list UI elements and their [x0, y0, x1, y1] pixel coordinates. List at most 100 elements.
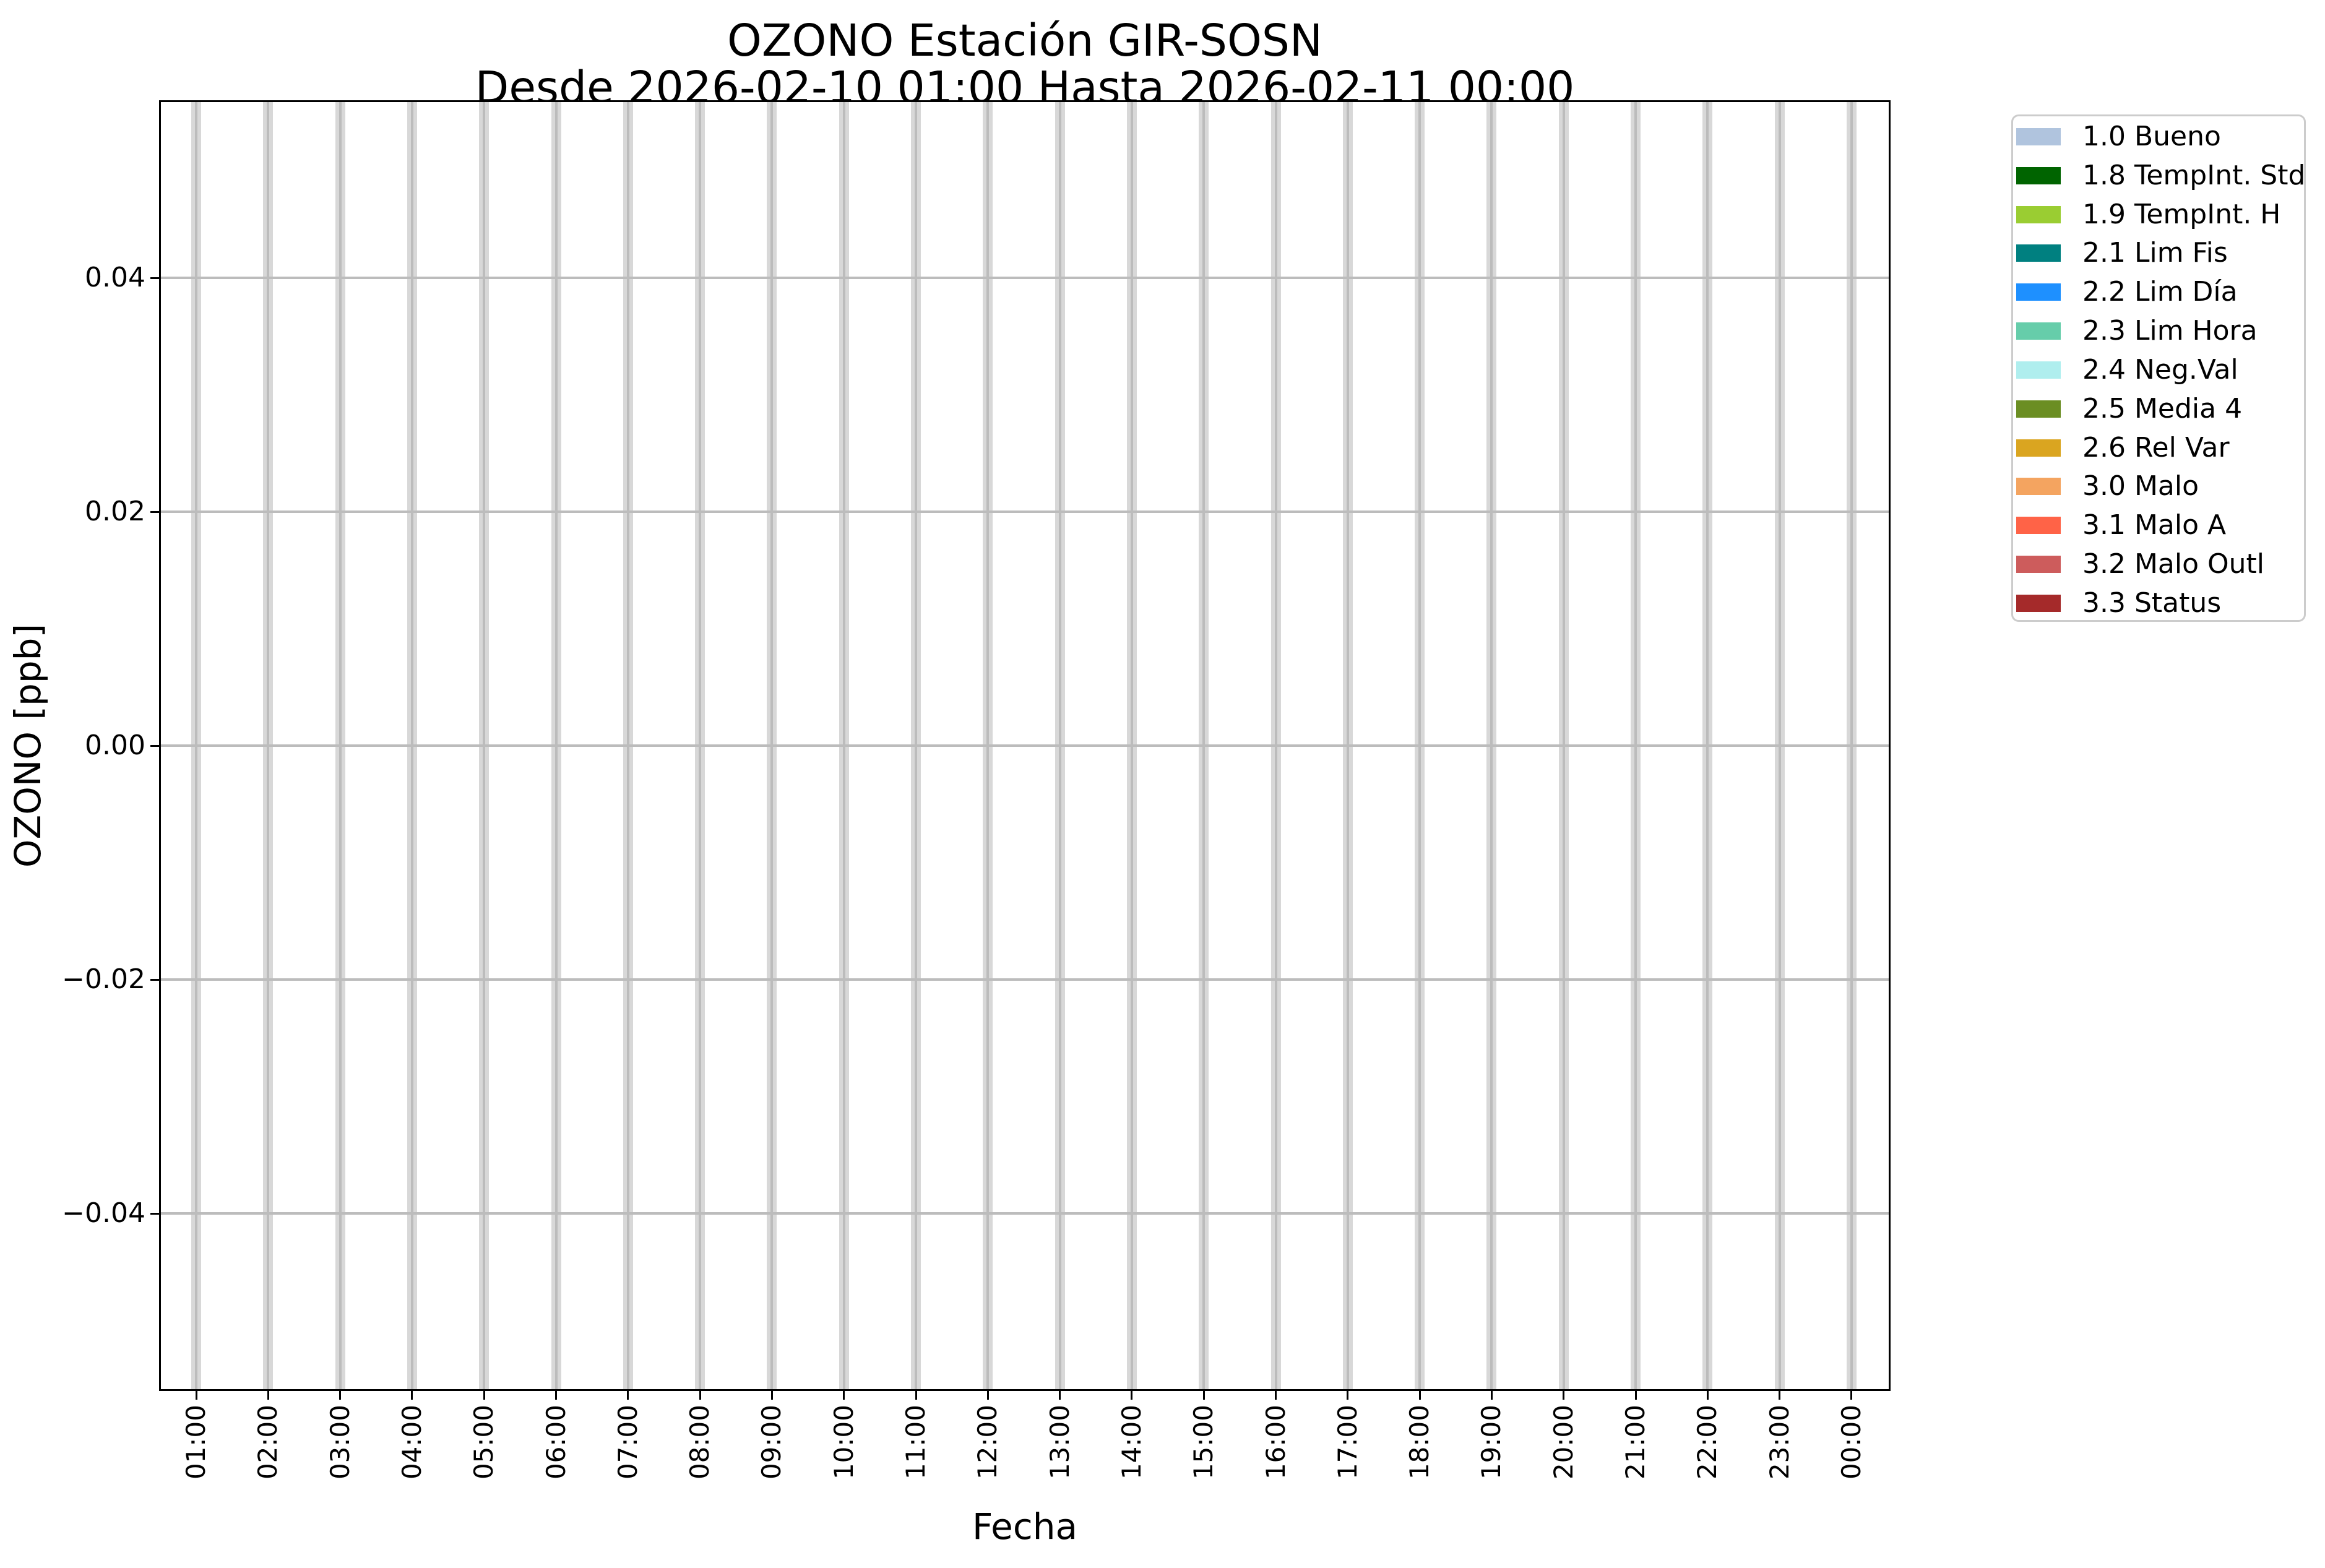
legend-label: 2.1 Lim Fis [2082, 237, 2228, 269]
y-tick-label: 0.02 [85, 496, 145, 527]
x-tick-label: 08:00 [684, 1405, 715, 1480]
x-tick-label: 10:00 [828, 1405, 859, 1480]
x-tick-mark [1059, 1391, 1061, 1400]
legend-swatch [2016, 283, 2061, 301]
x-tick-mark [1490, 1391, 1493, 1400]
x-tick-label: 07:00 [612, 1405, 643, 1480]
legend-item: 3.0 Malo [2013, 472, 2304, 501]
x-tick-mark [1850, 1391, 1853, 1400]
x-tick-mark [1202, 1391, 1205, 1400]
x-tick-label: 11:00 [900, 1405, 931, 1480]
x-tick-label: 12:00 [972, 1405, 1003, 1480]
y-tick-mark [150, 1212, 159, 1215]
chart-title: OZONO Estación GIR-SOSN [727, 15, 1323, 66]
legend-swatch [2016, 322, 2061, 340]
legend-label: 2.4 Neg.Val [2082, 353, 2238, 386]
y-tick-label: 0.04 [85, 262, 145, 293]
x-tick-mark [627, 1391, 629, 1400]
legend-swatch [2016, 517, 2061, 535]
x-tick-label: 22:00 [1692, 1405, 1723, 1480]
y-tick-mark [150, 277, 159, 279]
legend-swatch [2016, 166, 2061, 184]
x-tick-mark [1347, 1391, 1349, 1400]
y-gridline [161, 744, 1889, 747]
plot-grid-layer [161, 102, 1889, 1389]
x-tick-label: 06:00 [540, 1405, 571, 1480]
y-tick-mark [150, 510, 159, 513]
y-gridline [161, 1212, 1889, 1215]
legend-item: 3.3 Status [2013, 588, 2304, 617]
x-tick-mark [555, 1391, 557, 1400]
x-tick-mark [986, 1391, 989, 1400]
x-tick-mark [1131, 1391, 1133, 1400]
x-tick-label: 23:00 [1764, 1405, 1795, 1480]
legend-label: 3.3 Status [2082, 587, 2222, 619]
legend-swatch [2016, 556, 2061, 574]
x-tick-label: 20:00 [1548, 1405, 1579, 1480]
x-axis-label: Fecha [972, 1506, 1078, 1548]
legend-item: 3.1 Malo A [2013, 511, 2304, 540]
x-tick-mark [195, 1391, 197, 1400]
y-gridline [161, 277, 1889, 279]
x-tick-mark [339, 1391, 342, 1400]
legend-item: 1.8 TempInt. Std [2013, 161, 2305, 189]
legend-label: 2.3 Lim Hora [2082, 315, 2258, 347]
legend-item: 2.1 Lim Fis [2013, 239, 2304, 267]
legend-swatch [2016, 594, 2061, 612]
legend-item: 1.0 Bueno [2013, 123, 2304, 151]
x-tick-mark [411, 1391, 413, 1400]
legend-label: 2.5 Media 4 [2082, 392, 2243, 424]
y-tick-label: −0.02 [62, 963, 145, 995]
x-tick-label: 03:00 [324, 1405, 355, 1480]
x-tick-label: 09:00 [756, 1405, 787, 1480]
legend-label: 3.2 Malo Outl [2082, 548, 2265, 580]
x-tick-label: 16:00 [1260, 1405, 1291, 1480]
legend-item: 2.2 Lim Día [2013, 278, 2304, 306]
legend-item: 2.3 Lim Hora [2013, 317, 2304, 345]
x-tick-label: 00:00 [1835, 1405, 1866, 1480]
x-tick-mark [1418, 1391, 1421, 1400]
legend-item: 2.6 Rel Var [2013, 433, 2304, 462]
x-tick-label: 15:00 [1188, 1405, 1219, 1480]
y-gridline [161, 510, 1889, 513]
x-tick-mark [1275, 1391, 1277, 1400]
legend-label: 1.9 TempInt. H [2082, 198, 2281, 230]
y-tick-mark [150, 744, 159, 747]
y-tick-label: −0.04 [62, 1197, 145, 1229]
x-tick-label: 05:00 [468, 1405, 499, 1480]
x-tick-mark [483, 1391, 485, 1400]
legend-swatch [2016, 205, 2061, 223]
x-tick-label: 19:00 [1476, 1405, 1507, 1480]
x-tick-label: 04:00 [396, 1405, 427, 1480]
legend-box: 1.0 Bueno 1.8 TempInt. Std 1.9 TempInt. H 2… [2011, 114, 2306, 622]
x-tick-mark [699, 1391, 701, 1400]
legend-swatch [2016, 478, 2061, 496]
legend-item: 2.5 Media 4 [2013, 394, 2304, 423]
y-gridline [161, 978, 1889, 981]
x-tick-label: 17:00 [1332, 1405, 1363, 1480]
y-tick-label: 0.00 [85, 730, 145, 761]
x-tick-mark [1779, 1391, 1781, 1400]
legend-label: 3.0 Malo [2082, 470, 2199, 502]
x-tick-label: 01:00 [181, 1405, 211, 1480]
legend-swatch [2016, 244, 2061, 262]
legend-label: 2.2 Lim Día [2082, 276, 2238, 308]
x-tick-mark [1706, 1391, 1709, 1400]
legend-swatch [2016, 361, 2061, 379]
legend-item: 3.2 Malo Outl [2013, 550, 2304, 579]
legend-swatch [2016, 400, 2061, 418]
x-tick-mark [843, 1391, 845, 1400]
x-tick-label: 13:00 [1044, 1405, 1075, 1480]
x-tick-mark [770, 1391, 773, 1400]
legend-label: 1.0 Bueno [2082, 121, 2221, 152]
x-tick-mark [267, 1391, 269, 1400]
legend-item: 1.9 TempInt. H [2013, 200, 2304, 228]
x-tick-label: 02:00 [252, 1405, 283, 1480]
x-tick-label: 14:00 [1116, 1405, 1147, 1480]
legend-label: 1.8 TempInt. Std [2082, 159, 2306, 191]
legend-label: 2.6 Rel Var [2082, 431, 2230, 463]
legend-label: 3.1 Malo A [2082, 509, 2227, 541]
x-tick-mark [915, 1391, 917, 1400]
legend-swatch [2016, 439, 2061, 457]
